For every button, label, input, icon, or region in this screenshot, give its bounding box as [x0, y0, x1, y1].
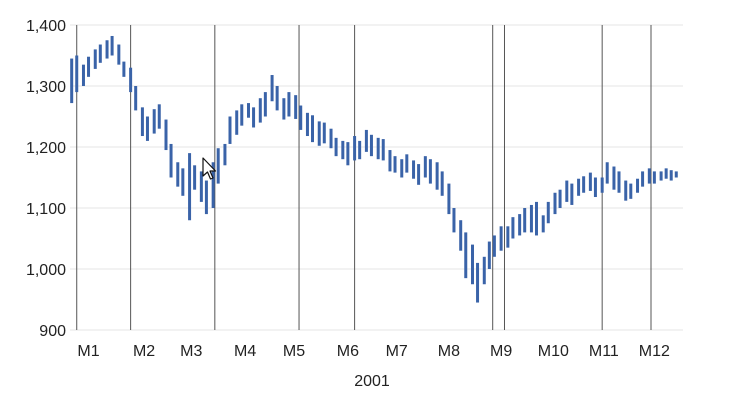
y-axis-tick-labels: 900 1,000 1,100 1,200 1,300 1,400 — [26, 18, 66, 340]
y-tick-label: 1,300 — [26, 79, 66, 96]
y-tick-label: 1,200 — [26, 140, 66, 157]
arrow-pointer-icon — [202, 157, 217, 180]
x-tick-label: M7 — [386, 343, 408, 360]
x-axis-title: 2001 — [354, 373, 390, 390]
vertical-event-lines — [76, 25, 652, 330]
x-tick-label: M3 — [180, 343, 202, 360]
x-axis-month-labels: M1 M2 M3 M4 M5 M6 M7 M8 M9 M10 M11 M12 — [77, 343, 670, 360]
x-tick-label: M4 — [234, 343, 256, 360]
y-tick-label: 900 — [39, 323, 66, 340]
x-tick-label: M11 — [589, 343, 619, 360]
x-tick-label: M6 — [337, 343, 359, 360]
x-tick-label: M5 — [283, 343, 305, 360]
y-tick-label: 1,000 — [26, 262, 66, 279]
x-tick-label: M8 — [438, 343, 460, 360]
y-tick-label: 1,100 — [26, 201, 66, 218]
price-range-series — [70, 35, 678, 303]
x-tick-label: M9 — [490, 343, 512, 360]
x-tick-label: M1 — [77, 343, 99, 360]
x-tick-label: M10 — [538, 343, 569, 360]
x-tick-label: M12 — [639, 343, 670, 360]
y-tick-label: 1,400 — [26, 18, 66, 35]
x-tick-label: M2 — [133, 343, 155, 360]
